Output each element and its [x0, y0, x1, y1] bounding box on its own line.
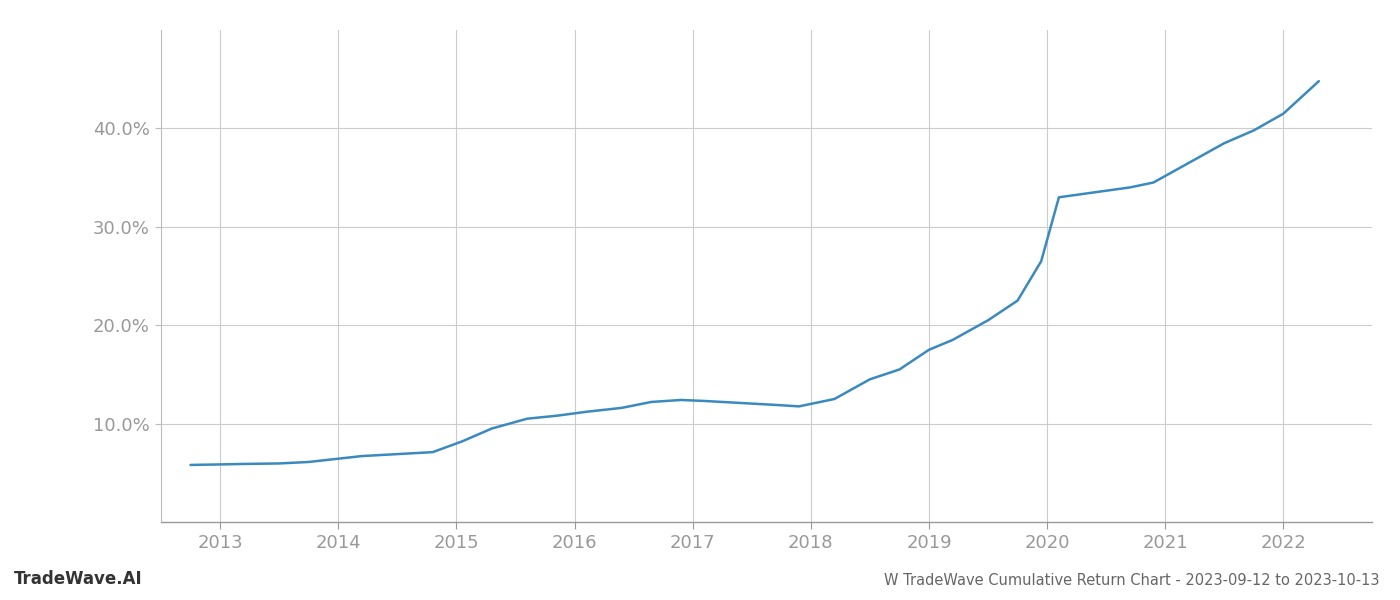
- Text: W TradeWave Cumulative Return Chart - 2023-09-12 to 2023-10-13: W TradeWave Cumulative Return Chart - 20…: [883, 573, 1379, 588]
- Text: TradeWave.AI: TradeWave.AI: [14, 570, 143, 588]
